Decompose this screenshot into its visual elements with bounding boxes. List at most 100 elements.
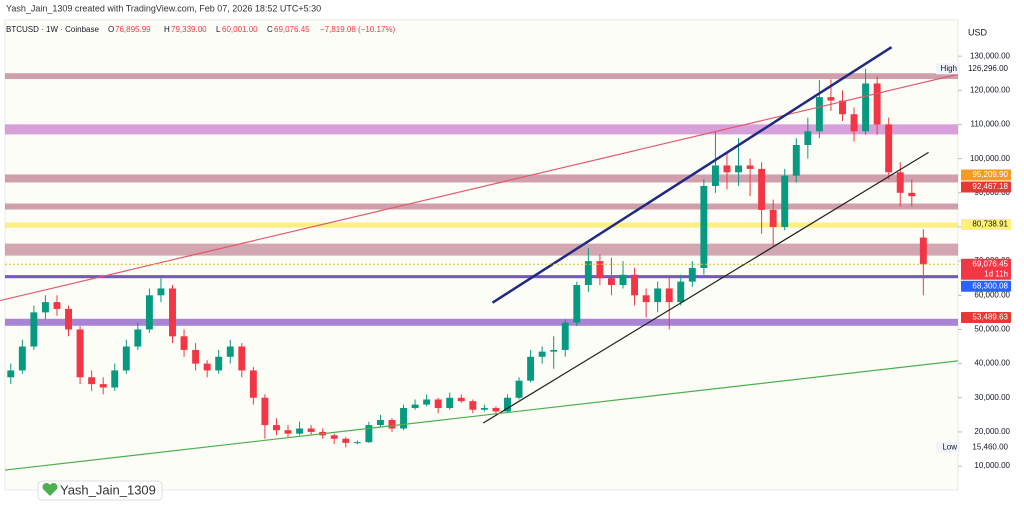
- candle-body: [781, 175, 789, 227]
- y-tick-label: 10,000.00: [974, 461, 1010, 470]
- candle-body: [804, 131, 812, 145]
- zone: [5, 222, 958, 228]
- price-tag-box: [936, 63, 960, 75]
- candle-body: [169, 288, 176, 337]
- candle-body: [850, 114, 858, 132]
- candle-body: [538, 351, 546, 357]
- candle-body: [469, 401, 477, 410]
- y-tick-label: 110,000.00: [971, 120, 1011, 129]
- price-label: 15,460.00: [972, 443, 1008, 452]
- watermark: Yash_Jain_1309: [60, 482, 156, 497]
- candle-body: [180, 336, 188, 350]
- candle-body: [330, 435, 338, 439]
- trend-line: [0, 73, 959, 302]
- candle-body: [76, 329, 84, 378]
- zone: [5, 73, 958, 80]
- candle-body: [7, 370, 15, 378]
- y-tick-label: 60,000.00: [974, 290, 1010, 299]
- y-tick-label: 20,000.00: [974, 427, 1010, 436]
- candle-body: [192, 349, 200, 364]
- ohlc-tag: L: [216, 25, 221, 34]
- price-label: 68,300.08: [972, 281, 1008, 290]
- candle-body: [203, 363, 211, 371]
- zone: [5, 275, 958, 279]
- candle-body: [735, 165, 742, 173]
- candle-body: [284, 430, 292, 434]
- zone: [5, 174, 958, 183]
- ohlc-value: 60,001.00: [222, 25, 258, 34]
- candle-body: [527, 356, 535, 381]
- candle-body: [492, 408, 500, 412]
- candle-body: [353, 442, 361, 444]
- candle-body: [41, 302, 49, 313]
- candle-body: [434, 399, 442, 409]
- candle-body: [862, 83, 870, 132]
- candle-body: [446, 397, 454, 409]
- price-label-box: [961, 312, 1011, 324]
- candle-body: [896, 172, 904, 193]
- candle-body: [111, 370, 119, 388]
- credit: Yash_Jain_1309 created with TradingView.…: [6, 3, 321, 13]
- candle-body: [365, 425, 373, 443]
- candle-body: [457, 397, 465, 402]
- candle-body: [261, 397, 269, 426]
- candle-body: [654, 288, 662, 303]
- candle-body: [504, 397, 511, 412]
- price-label: 126,296.00: [968, 64, 1009, 73]
- y-tick-label: 100,000.00: [970, 154, 1011, 163]
- candle-body: [480, 408, 488, 410]
- price-label-box: [961, 258, 1011, 280]
- candle-body: [53, 302, 61, 309]
- price-label: 80,738.91: [972, 220, 1008, 229]
- candle-body: [411, 404, 419, 409]
- trend-line: [482, 151, 929, 424]
- candle-body: [908, 192, 916, 197]
- candle-body: [827, 97, 835, 101]
- candle-body: [249, 370, 257, 398]
- price-tag-box: [936, 441, 960, 453]
- candle-body: [758, 168, 766, 210]
- price-label: 92,467.18: [972, 182, 1008, 191]
- ohlc-value: 69,076.45: [274, 25, 310, 34]
- candle-body: [65, 308, 72, 330]
- candle-body: [122, 346, 130, 371]
- candle-body: [376, 419, 384, 426]
- candle-body: [665, 288, 673, 303]
- price-label-box: [961, 218, 1011, 230]
- trend-lines: [0, 46, 959, 471]
- candle-body: [596, 261, 604, 279]
- trend-line: [4, 360, 959, 471]
- price-label-box: [961, 169, 1011, 181]
- price-label: 69,076.45: [972, 259, 1008, 268]
- candle-body: [607, 278, 615, 286]
- candle-body: [746, 165, 754, 169]
- ohlc-tag: C: [267, 25, 273, 34]
- y-tick-label: 120,000.00: [970, 85, 1011, 94]
- candle-body: [238, 346, 246, 371]
- candle-body: [631, 274, 639, 296]
- ohlc-tag: O: [108, 25, 114, 34]
- change: −7,819.08 (−10.17%): [320, 25, 396, 34]
- y-tick-label: 40,000.00: [974, 359, 1010, 368]
- heart-icon: [42, 482, 58, 496]
- candle-body: [839, 100, 846, 115]
- ohlc-value: 76,895.99: [115, 25, 151, 34]
- zones: [5, 73, 958, 326]
- price-tag: Low: [942, 443, 957, 452]
- currency: USD: [968, 27, 988, 37]
- candle-body: [723, 165, 731, 173]
- candle-body: [30, 312, 38, 347]
- candle-body: [515, 380, 523, 398]
- price-label-box: [961, 63, 1011, 75]
- candle-body: [700, 185, 708, 268]
- candle-body: [642, 295, 650, 303]
- candle-body: [619, 274, 627, 286]
- y-tick-label: 30,000.00: [974, 393, 1010, 402]
- symbol: BTCUSD · 1W · Coinbase: [6, 25, 99, 34]
- candle-body: [550, 349, 558, 352]
- countdown: 1d 11h: [984, 269, 1008, 278]
- candle-body: [342, 438, 350, 443]
- candle-body: [88, 377, 96, 385]
- candle-body: [296, 428, 304, 434]
